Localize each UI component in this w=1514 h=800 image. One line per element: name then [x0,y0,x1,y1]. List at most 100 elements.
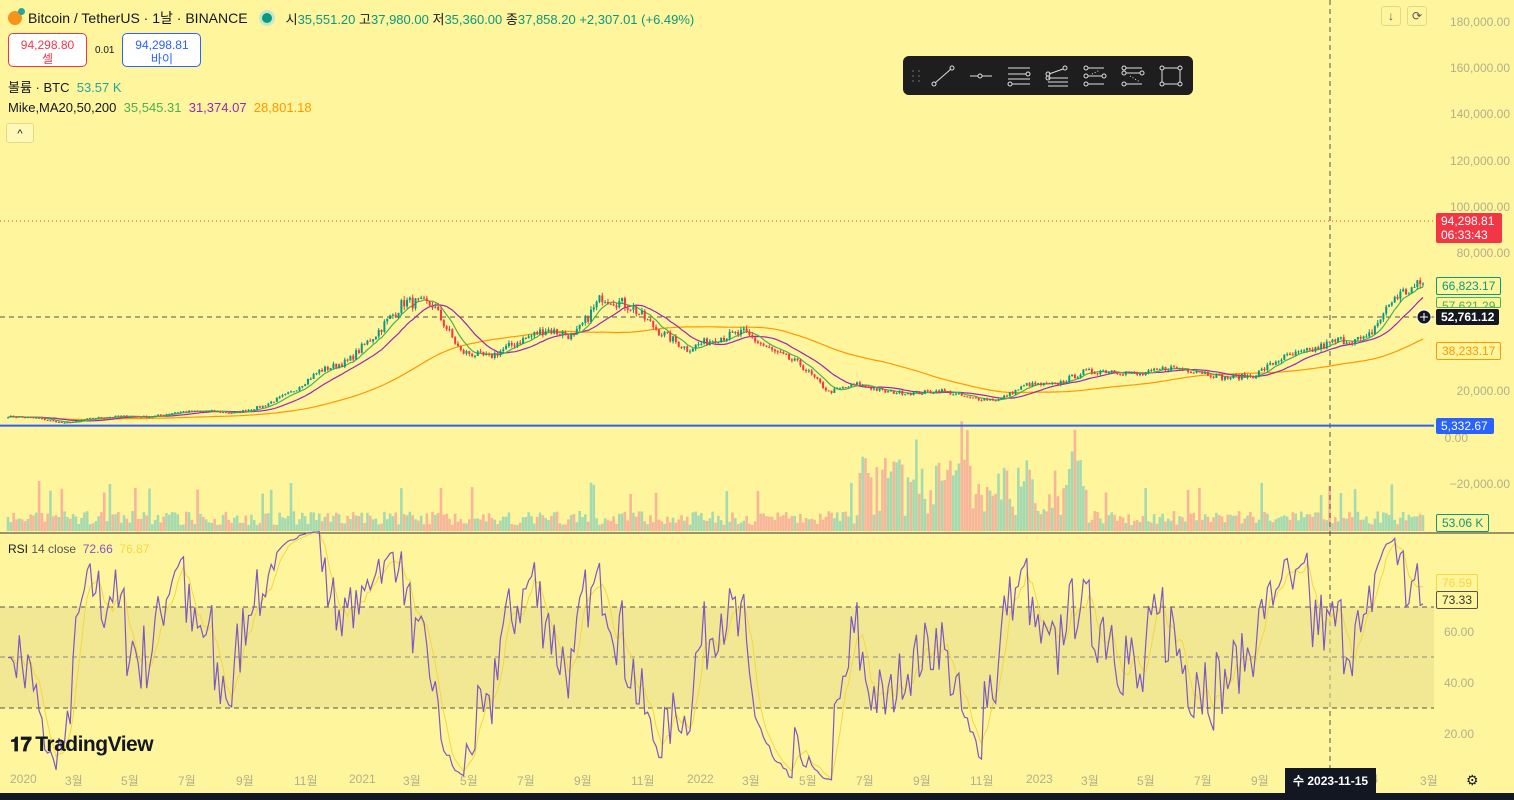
rectangle-icon[interactable] [1153,61,1189,91]
volume-bar [767,516,771,531]
volume-bar [74,516,78,531]
volume-bar [1195,520,1198,531]
pitchfork-icon[interactable] [1039,61,1075,91]
top-right-controls: ↓ ⟳ [1381,6,1427,26]
candle [1158,369,1161,371]
tradingview-logo[interactable]: 𝟏𝟕 TradingView [10,733,154,756]
ma-legend[interactable]: Mike,MA20,50,200 35,545.31 31,374.07 28,… [8,100,312,115]
candle [892,390,895,394]
buy-button[interactable]: 94,298.81 바이 [122,33,202,67]
candle [1413,286,1416,288]
volume-bar [816,523,819,531]
volume-bar [1093,511,1097,531]
candle [499,351,502,356]
candle [844,387,847,389]
volume-bar [1333,517,1337,531]
candle [465,351,468,354]
volume-bar [1116,520,1119,531]
candle [77,420,80,422]
settings-icon[interactable]: ⚙ [1466,772,1479,788]
candle [233,412,236,414]
candle [1093,372,1096,374]
rsi-legend[interactable]: RSI 14 close 72.66 76.87 [8,542,150,556]
volume-bar [402,514,406,531]
volume-bar [1376,511,1380,531]
volume-bar [875,467,879,531]
volume-bar [122,515,126,531]
candle [870,387,873,390]
candle [932,393,935,395]
volume-bar [1178,516,1181,531]
candle [128,416,131,418]
volume-bar [637,511,641,531]
ma20-tag: 66,823.17 [1436,277,1502,295]
candle [372,339,375,342]
price-axis-label: 140,000.00 [1449,107,1510,121]
volume-bar [204,519,208,531]
volume-bar [550,515,553,531]
rsi-axis-label: 40.00 [1443,676,1474,690]
candle [383,321,386,332]
candle [1320,343,1323,350]
volume-bar [1271,522,1275,531]
candle [1388,305,1391,307]
candle [1113,370,1116,373]
candle [391,314,394,316]
volume-bar [473,518,477,531]
candle [1008,392,1011,397]
candle [1122,374,1125,376]
candle [1082,369,1085,375]
candle [162,414,165,416]
candle [414,298,417,309]
rsi-axis-label: 20.00 [1443,727,1474,741]
volume-bar [912,479,915,531]
fib-retracement-icon[interactable] [1077,61,1113,91]
candle [357,350,360,353]
candle [176,412,179,414]
volume-bar [417,520,420,531]
volume-bar [691,512,695,531]
scroll-down-icon[interactable]: ↓ [1381,6,1401,26]
volume-legend[interactable]: 볼륨 · BTC 53.57 K [8,80,122,95]
candle [7,417,9,419]
candle [1201,372,1204,374]
volume-bar [838,520,842,531]
volume-bar [674,522,678,531]
collapse-legend-button[interactable]: ^ [6,123,34,143]
time-axis-label: 2022 [687,772,714,786]
refresh-icon[interactable]: ⟳ [1407,6,1427,26]
volume-bar [354,515,358,531]
volume-bar [329,521,332,531]
candle [256,406,259,410]
trend-line-icon[interactable] [925,61,961,91]
volume-bar [799,513,802,531]
horizontal-ray-icon[interactable] [963,61,999,91]
volume-bar [878,510,881,531]
candle [250,409,253,411]
volume-bar [867,473,870,531]
volume-tag: 53.06 K [1436,514,1490,532]
candle [1382,313,1385,320]
candle [663,331,666,336]
volume-bar [968,465,972,531]
symbol-title[interactable]: Bitcoin / TetherUS · 1날 · BINANCE [28,10,248,26]
volume-bar [363,523,366,531]
fib-extension-icon[interactable] [1115,61,1151,91]
spread: 0.01 [95,44,115,56]
volume-bar [765,516,768,531]
candle [1003,395,1006,398]
volume-bar [470,487,474,531]
volume-bar [400,488,403,531]
volume-bar [125,518,129,531]
parallel-channel-icon[interactable] [1001,61,1037,91]
time-axis-label: 5월 [799,774,817,788]
candle [895,393,898,395]
candle [490,354,493,358]
drag-handle-icon[interactable] [909,61,923,91]
candle [1022,385,1025,387]
candle [1221,374,1224,380]
candle [711,340,714,342]
sell-button[interactable]: 94,298.80 셀 [8,33,87,67]
time-axis-label: 9월 [913,774,931,788]
